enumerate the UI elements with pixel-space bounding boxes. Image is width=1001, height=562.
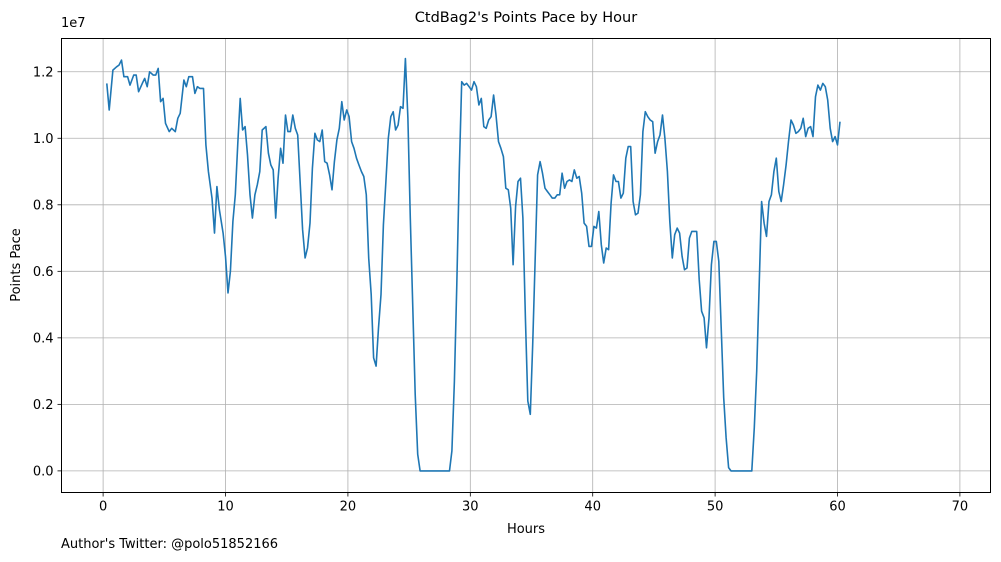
y-axis-offset-label: 1e7 <box>61 16 86 31</box>
x-tick-label: 40 <box>584 500 601 515</box>
x-tick-label: 70 <box>952 500 969 515</box>
x-axis-label: Hours <box>507 522 545 537</box>
plot-frame <box>61 38 991 493</box>
x-tick-label: 30 <box>462 500 479 515</box>
x-tick-label: 0 <box>99 500 107 515</box>
y-tick-label: 1.0 <box>33 132 54 147</box>
author-credit: Author's Twitter: @polo51852166 <box>61 537 279 552</box>
y-tick-label: 0.6 <box>33 265 54 280</box>
y-tick-label: 0.0 <box>33 464 54 479</box>
y-axis-label: Points Pace <box>9 228 24 302</box>
y-tick-label: 0.2 <box>33 398 54 413</box>
x-tick-label: 20 <box>340 500 357 515</box>
y-tick-label: 0.8 <box>33 198 54 213</box>
chart-title: CtdBag2's Points Pace by Hour <box>415 10 637 26</box>
y-axis-ticks: 0.0 0.2 0.4 0.6 0.8 1.0 1.2 <box>33 65 62 479</box>
y-tick-label: 1.2 <box>33 65 54 80</box>
points-pace-line <box>106 57 841 472</box>
grid-lines <box>61 38 991 493</box>
x-axis-ticks: 0 10 20 30 40 50 60 70 <box>99 492 969 515</box>
series-layer <box>106 57 841 472</box>
y-tick-label: 0.4 <box>33 331 54 346</box>
x-tick-label: 60 <box>829 500 846 515</box>
x-tick-label: 10 <box>217 500 234 515</box>
x-tick-label: 50 <box>707 500 724 515</box>
